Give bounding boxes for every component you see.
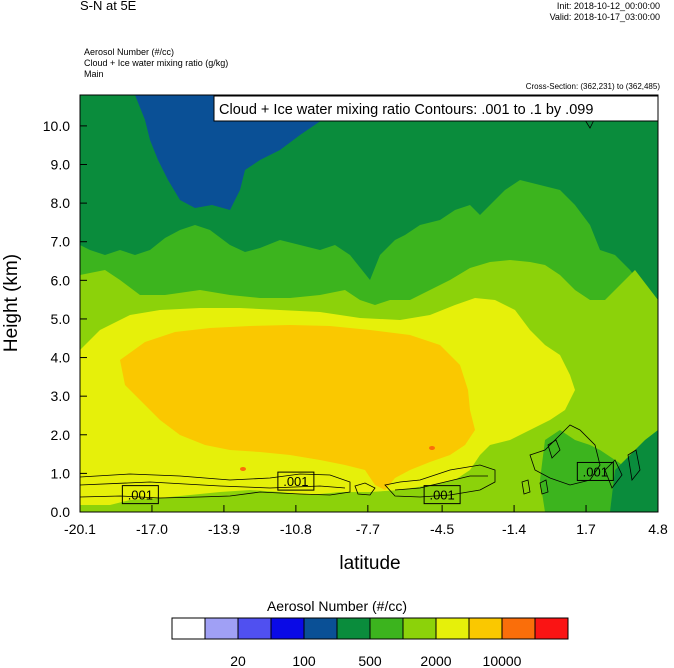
field-cloud-ice: Cloud + Ice water mixing ratio (g/kg) — [84, 58, 229, 68]
y-tick-label: 4.0 — [51, 350, 71, 366]
legend-color-box — [501, 617, 536, 640]
contour-line-11 — [539, 479, 549, 495]
aerosol-field — [80, 95, 658, 512]
y-tick-label: 5.0 — [51, 311, 71, 327]
contour-line-4 — [384, 464, 496, 498]
plot-frame — [79, 94, 659, 513]
legend-color-box — [369, 617, 404, 640]
contour-line-6 — [529, 424, 601, 486]
x-tick-label: -1.4 — [502, 521, 526, 537]
contour-line-12 — [584, 119, 595, 129]
plot-title: S-N at 5E — [80, 0, 137, 13]
field-aerosol: Aerosol Number (#/cc) — [84, 47, 175, 57]
field-main: Main — [84, 69, 104, 79]
y-tick-label: 1.0 — [51, 465, 71, 481]
contour-line-5 — [394, 475, 488, 491]
legend-color-box — [534, 617, 569, 640]
contour-value-label: .001 — [283, 474, 308, 489]
x-tick-label: -17.0 — [136, 521, 168, 537]
field-spot-1 — [429, 446, 435, 450]
contour-line-7 — [547, 439, 561, 459]
y-tick-label: 10.0 — [43, 118, 70, 134]
contour-lines — [80, 119, 641, 499]
contour-value-labels: .001 .001 .001 .001 — [121, 461, 614, 505]
field-band-blue — [135, 95, 330, 210]
x-tick-label: 1.7 — [576, 521, 596, 537]
y-axis-label: Height (km) — [1, 254, 22, 352]
x-tick-label: 4.8 — [648, 521, 668, 537]
color-legend: 20 100 500 2000 10000 — [171, 617, 569, 668]
legend-label: 2000 — [420, 653, 451, 668]
y-tick-label: 3.0 — [51, 388, 71, 404]
field-band-right-dark-green — [610, 430, 658, 512]
y-tick-label: 2.0 — [51, 427, 71, 443]
contour-line-3 — [354, 482, 376, 496]
contour-line-9 — [627, 449, 641, 481]
x-tick-label: -10.8 — [280, 521, 312, 537]
y-axis-ticks: 0.0 1.0 2.0 3.0 4.0 5.0 6.0 7.0 8.0 9.0 10.0 — [43, 118, 87, 520]
contour-value-label: .001 — [429, 488, 454, 503]
contour-label-box — [277, 471, 315, 491]
legend-color-box — [435, 617, 470, 640]
x-tick-label: -4.5 — [430, 521, 454, 537]
time-info: Init: 2018-10-12_00:00:00 Valid: 2018-10… — [550, 1, 660, 23]
contour-label-box — [423, 485, 461, 505]
contour-line-2 — [80, 481, 346, 489]
y-tick-label: 9.0 — [51, 157, 71, 173]
field-spot-2 — [240, 467, 246, 471]
legend-color-box — [336, 617, 371, 640]
field-band-orange — [120, 325, 475, 490]
x-axis-ticks: -20.1 -17.0 -13.9 -10.8 -7.7 -4.5 -1.4 1.7 4.8 — [64, 505, 668, 537]
cross-section-label: Cross-Section: (362,231) to (362,485) — [525, 82, 660, 91]
valid-time: Valid: 2018-10-17_03:00:00 — [549, 12, 660, 22]
x-tick-label: -7.7 — [356, 521, 380, 537]
contour-info-box — [213, 95, 659, 122]
contour-value-label: .001 — [128, 488, 153, 503]
contour-line-10 — [521, 479, 531, 495]
legend-color-box — [303, 617, 338, 640]
legend-color-box — [468, 617, 503, 640]
contour-line-8 — [604, 459, 623, 489]
contour-value-label: .001 — [583, 464, 608, 479]
x-tick-label: -20.1 — [64, 521, 96, 537]
contour-info-text: Cloud + Ice water mixing ratio Contours:… — [219, 102, 593, 118]
legend-color-box — [270, 617, 305, 640]
legend-color-box — [237, 617, 272, 640]
legend-label: 100 — [292, 653, 316, 668]
x-axis-label: latitude — [339, 553, 400, 574]
x-tick-label: -13.9 — [208, 521, 240, 537]
y-tick-label: 8.0 — [51, 195, 71, 211]
y-tick-label: 0.0 — [51, 504, 71, 520]
y-tick-label: 7.0 — [51, 234, 71, 250]
init-time: Init: 2018-10-12_00:00:00 — [556, 1, 660, 11]
y-tick-label: 6.0 — [51, 272, 71, 288]
legend-label: 10000 — [483, 653, 522, 668]
legend-title: Aerosol Number (#/cc) — [266, 598, 408, 614]
contour-label-box — [576, 461, 614, 481]
legend-label: 500 — [358, 653, 382, 668]
legend-color-box — [204, 617, 239, 640]
legend-label: 20 — [230, 653, 246, 668]
legend-color-box — [171, 617, 206, 640]
contour-line-1 — [80, 473, 351, 499]
contour-label-box — [121, 485, 159, 505]
legend-color-box — [402, 617, 437, 640]
